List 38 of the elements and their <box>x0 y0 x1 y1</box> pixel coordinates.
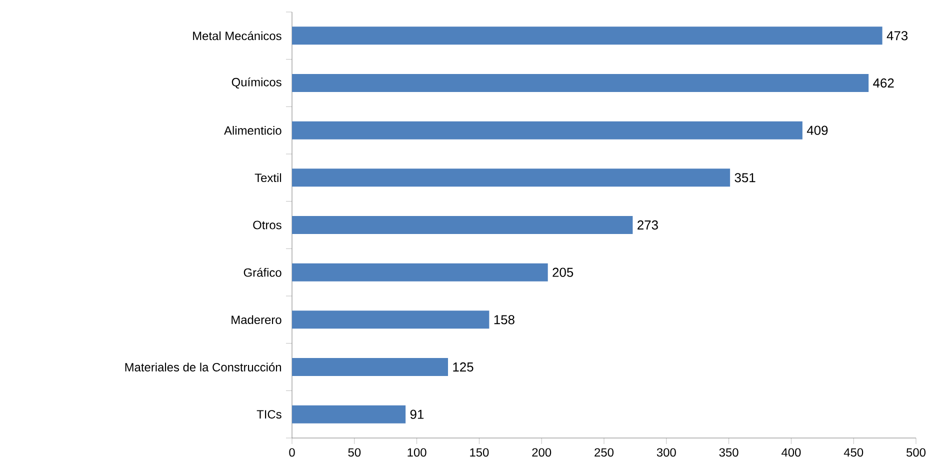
y-tick-label: Gráfico <box>244 268 282 277</box>
bar <box>292 216 633 234</box>
y-tick-label: Metal Mecánicos <box>193 31 282 40</box>
x-tick-label: 150 <box>470 448 489 457</box>
data-label: 462 <box>873 78 894 88</box>
y-tick-label: Textil <box>254 173 282 182</box>
bar <box>292 121 802 140</box>
data-label: 409 <box>806 126 828 135</box>
bar <box>292 74 869 92</box>
bar <box>292 263 548 282</box>
bar <box>292 405 406 424</box>
data-label: 273 <box>638 220 658 230</box>
x-tick-label: 450 <box>844 448 864 457</box>
y-tick-label: Maderero <box>232 315 282 324</box>
x-tick-label: 250 <box>594 448 614 457</box>
x-tick-label: 300 <box>656 448 676 457</box>
x-tick-label: 350 <box>719 448 738 457</box>
data-label: 125 <box>453 362 474 372</box>
data-label: 473 <box>886 31 908 40</box>
bar <box>292 358 448 376</box>
bar <box>292 310 490 329</box>
y-tick-label: Materiales de la Construcción <box>125 362 282 372</box>
y-tick-label: Alimenticio <box>224 126 282 135</box>
x-tick-label: 0 <box>289 448 295 457</box>
y-tick-label: TICs <box>256 410 282 419</box>
data-label: 205 <box>552 268 574 277</box>
x-tick-label: 50 <box>348 448 361 457</box>
y-tick-label: Otros <box>253 220 282 230</box>
x-tick-label: 200 <box>532 448 552 457</box>
data-label: 351 <box>734 173 756 182</box>
bar <box>292 168 730 187</box>
x-tick-label: 100 <box>408 448 426 457</box>
bar <box>292 26 882 45</box>
data-label: 91 <box>410 410 424 419</box>
x-tick-label: 500 <box>906 448 926 457</box>
data-label: 158 <box>494 315 514 324</box>
y-tick-label: Químicos <box>232 77 282 89</box>
x-tick-label: 400 <box>782 448 801 457</box>
